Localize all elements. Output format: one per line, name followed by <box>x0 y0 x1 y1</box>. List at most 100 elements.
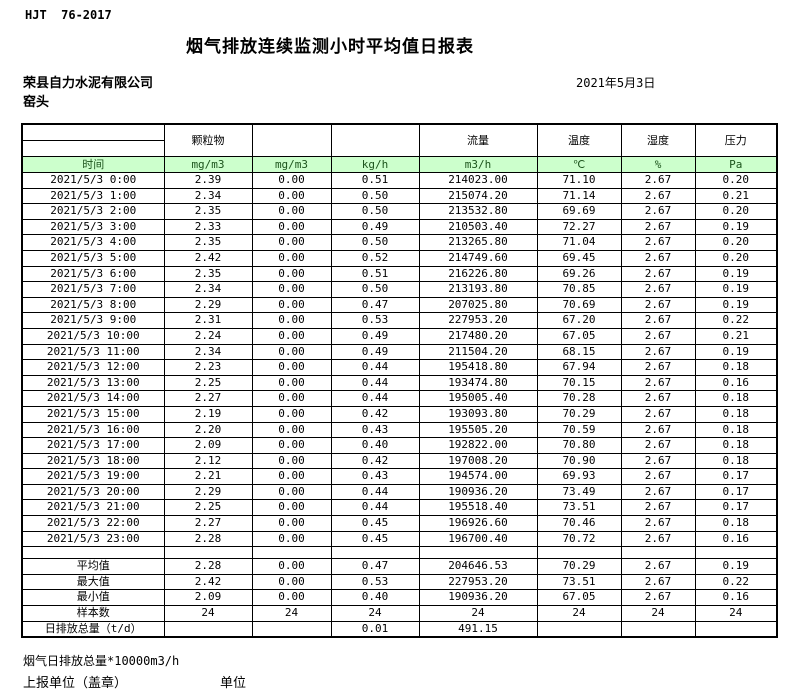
value-cell: 2.29 <box>163 483 253 501</box>
value-cell: 0.21 <box>694 327 778 345</box>
summary-value: 24 <box>418 605 538 622</box>
value-cell: 0.00 <box>251 265 332 283</box>
summary-value <box>694 620 778 638</box>
value-cell: 0.21 <box>694 187 778 205</box>
unit-pa: Pa <box>694 156 778 173</box>
value-cell: 2.67 <box>620 390 696 407</box>
value-cell: 2.19 <box>163 405 253 423</box>
value-cell: 0.00 <box>251 187 332 205</box>
value-cell: 0.17 <box>694 483 778 501</box>
value-cell: 2.67 <box>620 187 696 205</box>
value-cell: 70.59 <box>536 421 622 439</box>
summary-value: 0.40 <box>330 589 420 607</box>
value-cell: 0.00 <box>251 452 332 470</box>
spacer-cell <box>694 546 778 560</box>
summary-value <box>163 620 253 638</box>
value-cell: 213193.80 <box>418 281 538 298</box>
value-cell: 0.17 <box>694 499 778 517</box>
time-cell: 2021/5/3 15:00 <box>21 405 165 423</box>
spacer-cell <box>620 546 696 560</box>
summary-value: 204646.53 <box>418 558 538 575</box>
value-cell: 194574.00 <box>418 468 538 485</box>
value-cell: 0.51 <box>330 265 420 283</box>
page-title: 烟气排放连续监测小时平均值日报表 <box>186 37 474 57</box>
value-cell: 2.67 <box>620 343 696 361</box>
value-cell: 2.67 <box>620 515 696 532</box>
value-cell: 0.49 <box>330 327 420 345</box>
value-cell: 70.80 <box>536 437 622 454</box>
value-cell: 0.00 <box>251 437 332 454</box>
time-cell: 2021/5/3 18:00 <box>21 452 165 470</box>
col-header-pressure: 压力 <box>694 123 778 157</box>
value-cell: 0.00 <box>251 327 332 345</box>
summary-value: 0.53 <box>330 573 420 591</box>
unit-header-row: 时间 mg/m3 mg/m3 kg/h m3/h ℃ % Pa <box>21 156 778 173</box>
value-cell: 0.49 <box>330 343 420 361</box>
time-header-blank-top <box>21 123 165 141</box>
value-cell: 70.28 <box>536 390 622 407</box>
value-cell: 0.00 <box>251 296 332 314</box>
value-cell: 0.00 <box>251 468 332 485</box>
value-cell: 67.94 <box>536 359 622 376</box>
time-cell: 2021/5/3 5:00 <box>21 249 165 267</box>
time-cell: 2021/5/3 21:00 <box>21 499 165 517</box>
value-cell: 0.50 <box>330 203 420 220</box>
value-cell: 0.42 <box>330 452 420 470</box>
value-cell: 2.67 <box>620 203 696 220</box>
value-cell: 192822.00 <box>418 437 538 454</box>
value-cell: 71.14 <box>536 187 622 205</box>
value-cell: 0.17 <box>694 468 778 485</box>
summary-row: 平均值 2.28 0.00 0.47 204646.53 70.29 2.67 0.19 <box>21 558 778 575</box>
summary-value <box>536 620 622 638</box>
value-cell: 69.26 <box>536 265 622 283</box>
time-cell: 2021/5/3 14:00 <box>21 390 165 407</box>
value-cell: 2.67 <box>620 172 696 189</box>
value-cell: 2.67 <box>620 296 696 314</box>
summary-label: 日排放总量（t/d） <box>21 620 165 638</box>
value-cell: 227953.20 <box>418 312 538 329</box>
value-cell: 0.19 <box>694 281 778 298</box>
value-cell: 2.23 <box>163 359 253 376</box>
unit-label: 单位 <box>220 676 247 691</box>
time-cell: 2021/5/3 23:00 <box>21 530 165 548</box>
value-cell: 2.28 <box>163 530 253 548</box>
time-cell: 2021/5/3 22:00 <box>21 515 165 532</box>
value-cell: 0.18 <box>694 437 778 454</box>
value-cell: 73.49 <box>536 483 622 501</box>
value-cell: 0.00 <box>251 530 332 548</box>
value-cell: 0.52 <box>330 249 420 267</box>
value-cell: 0.00 <box>251 421 332 439</box>
time-cell: 2021/5/3 10:00 <box>21 327 165 345</box>
data-row: 2021/5/3 10:00 2.24 0.00 0.49 217480.20 67.05… <box>21 327 778 345</box>
value-cell: 67.05 <box>536 327 622 345</box>
summary-value <box>251 620 332 638</box>
summary-row: 样本数 24 24 24 24 24 24 24 <box>21 605 778 622</box>
data-row: 2021/5/3 17:00 2.09 0.00 0.40 192822.00 70.80… <box>21 437 778 454</box>
summary-value: 0.01 <box>330 620 420 638</box>
value-cell: 0.47 <box>330 296 420 314</box>
value-cell: 207025.80 <box>418 296 538 314</box>
data-row: 2021/5/3 23:00 2.28 0.00 0.45 196700.40 70.72… <box>21 530 778 548</box>
value-cell: 2.24 <box>163 327 253 345</box>
footnote: 烟气日排放总量*10000m3/h <box>23 654 180 668</box>
summary-value: 24 <box>163 605 253 622</box>
value-cell: 0.51 <box>330 172 420 189</box>
col-header-temperature: 温度 <box>536 123 622 157</box>
data-row: 2021/5/3 2:00 2.35 0.00 0.50 213532.80 69.69 2… <box>21 203 778 220</box>
summary-value: 2.67 <box>620 589 696 607</box>
spacer-cell <box>330 546 420 560</box>
value-cell: 2.67 <box>620 327 696 345</box>
summary-value: 491.15 <box>418 620 538 638</box>
col-header-blank-1 <box>251 123 332 157</box>
data-row: 2021/5/3 7:00 2.34 0.00 0.50 213193.80 70.85 2… <box>21 281 778 298</box>
report-table: 颗粒物 流量 温度 湿度 压力 时间 mg/m3 mg/m3 kg/h m3/h… <box>21 123 778 639</box>
value-cell: 0.00 <box>251 172 332 189</box>
time-cell: 2021/5/3 8:00 <box>21 296 165 314</box>
value-cell: 211504.20 <box>418 343 538 361</box>
value-cell: 2.21 <box>163 468 253 485</box>
value-cell: 195518.40 <box>418 499 538 517</box>
summary-value: 24 <box>251 605 332 622</box>
col-header-blank-2 <box>330 123 420 157</box>
value-cell: 0.00 <box>251 218 332 236</box>
value-cell: 2.31 <box>163 312 253 329</box>
